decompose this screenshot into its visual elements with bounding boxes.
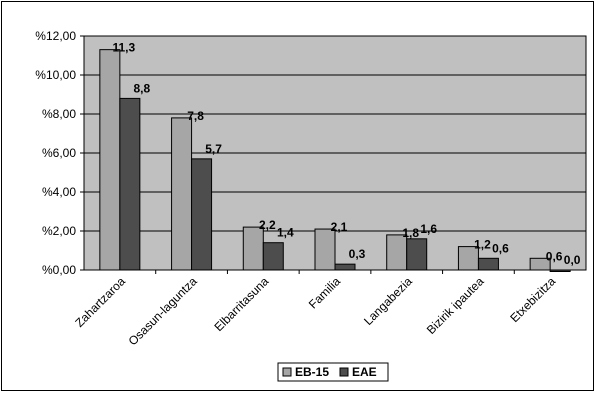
- bar-eae: [334, 263, 356, 271]
- y-tick-label: %12,00: [35, 29, 76, 43]
- legend-swatch-eae: [339, 367, 349, 377]
- y-tick-label: %8,00: [42, 107, 76, 121]
- data-label-eae: 1,4: [277, 226, 294, 240]
- bar-eae: [191, 158, 213, 271]
- data-label-eb15: 1,2: [474, 238, 491, 252]
- bar-eae: [119, 97, 141, 271]
- data-label-eae: 0,3: [349, 247, 366, 261]
- data-label-eae: 0,6: [492, 241, 509, 255]
- data-label-eb15: 2,2: [259, 218, 276, 232]
- bar-eae: [406, 238, 428, 271]
- bar-eb15: [314, 228, 336, 271]
- bar-eae: [262, 242, 284, 271]
- data-label-eae: 5,7: [205, 142, 222, 156]
- data-label-eae: 0,0: [564, 253, 581, 267]
- bar-eae: [477, 257, 499, 271]
- y-tick-label: %4,00: [42, 185, 76, 199]
- data-label-eae: 8,8: [134, 81, 151, 95]
- y-tick-label: %6,00: [42, 146, 76, 160]
- bar-eb15: [242, 226, 264, 271]
- data-label-eb15: 7,8: [187, 109, 204, 123]
- bar-eae: [549, 269, 571, 272]
- legend-label-eae: EAE: [352, 365, 377, 379]
- data-label-eae: 1,6: [420, 222, 437, 236]
- data-label-eb15: 2,1: [331, 220, 348, 234]
- legend-swatch-eb15: [282, 367, 292, 377]
- y-tick-label: %0,00: [42, 263, 76, 277]
- bar-eb15: [529, 257, 551, 271]
- legend-box: [277, 362, 389, 382]
- bar-eb15: [386, 234, 408, 271]
- data-label-eb15: 0,6: [546, 249, 563, 263]
- bar-eb15: [171, 117, 193, 271]
- y-tick-label: %10,00: [35, 68, 76, 82]
- data-label-eb15: 11,3: [113, 41, 136, 55]
- data-label-eb15: 1,8: [402, 226, 419, 240]
- legend-label-eb15: EB-15: [295, 365, 329, 379]
- y-tick-label: %2,00: [42, 224, 76, 238]
- bar-eb15: [99, 49, 121, 271]
